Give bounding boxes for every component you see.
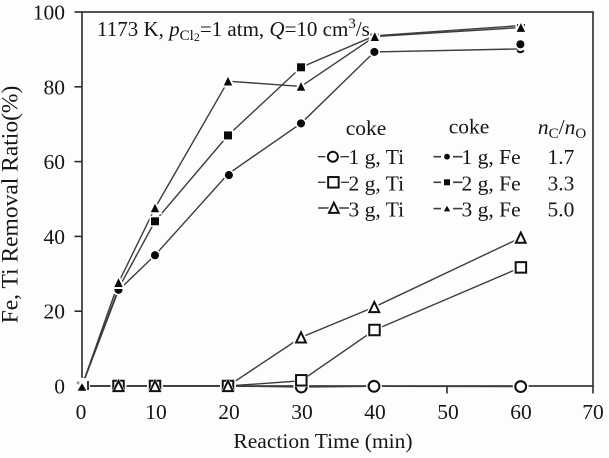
svg-text:1173 K, pCl2=1 atm, Q=10 cm3/s: 1173 K, pCl2=1 atm, Q=10 cm3/s	[97, 16, 370, 44]
svg-text:1.7: 1.7	[548, 145, 575, 169]
svg-text:Fe, Ti Removal Ratio(%): Fe, Ti Removal Ratio(%)	[0, 86, 24, 324]
svg-text:80: 80	[44, 75, 66, 99]
svg-text:1 g, Ti: 1 g, Ti	[349, 145, 405, 169]
svg-text:40: 40	[44, 225, 66, 249]
svg-text:30: 30	[291, 400, 313, 424]
svg-text:1 g, Fe: 1 g, Fe	[462, 145, 521, 169]
svg-text:70: 70	[582, 400, 604, 424]
svg-text:50: 50	[437, 400, 459, 424]
svg-text:coke: coke	[449, 115, 490, 139]
svg-text:60: 60	[510, 400, 532, 424]
svg-text:2 g, Fe: 2 g, Fe	[462, 172, 521, 196]
svg-text:100: 100	[33, 1, 65, 25]
svg-text:20: 20	[44, 300, 66, 324]
svg-text:0: 0	[76, 400, 87, 424]
svg-text:5.0: 5.0	[548, 198, 575, 222]
svg-text:10: 10	[145, 400, 167, 424]
svg-text:40: 40	[364, 400, 386, 424]
svg-text:3 g, Fe: 3 g, Fe	[462, 198, 521, 222]
svg-text:20: 20	[218, 400, 240, 424]
svg-text:Reaction Time (min): Reaction Time (min)	[233, 429, 412, 453]
svg-text:3 g, Ti: 3 g, Ti	[349, 198, 405, 222]
svg-text:60: 60	[44, 150, 66, 174]
svg-text:3.3: 3.3	[548, 172, 575, 196]
svg-text:0: 0	[54, 375, 65, 399]
svg-text:2 g, Ti: 2 g, Ti	[349, 172, 405, 196]
svg-text:coke: coke	[346, 116, 387, 140]
